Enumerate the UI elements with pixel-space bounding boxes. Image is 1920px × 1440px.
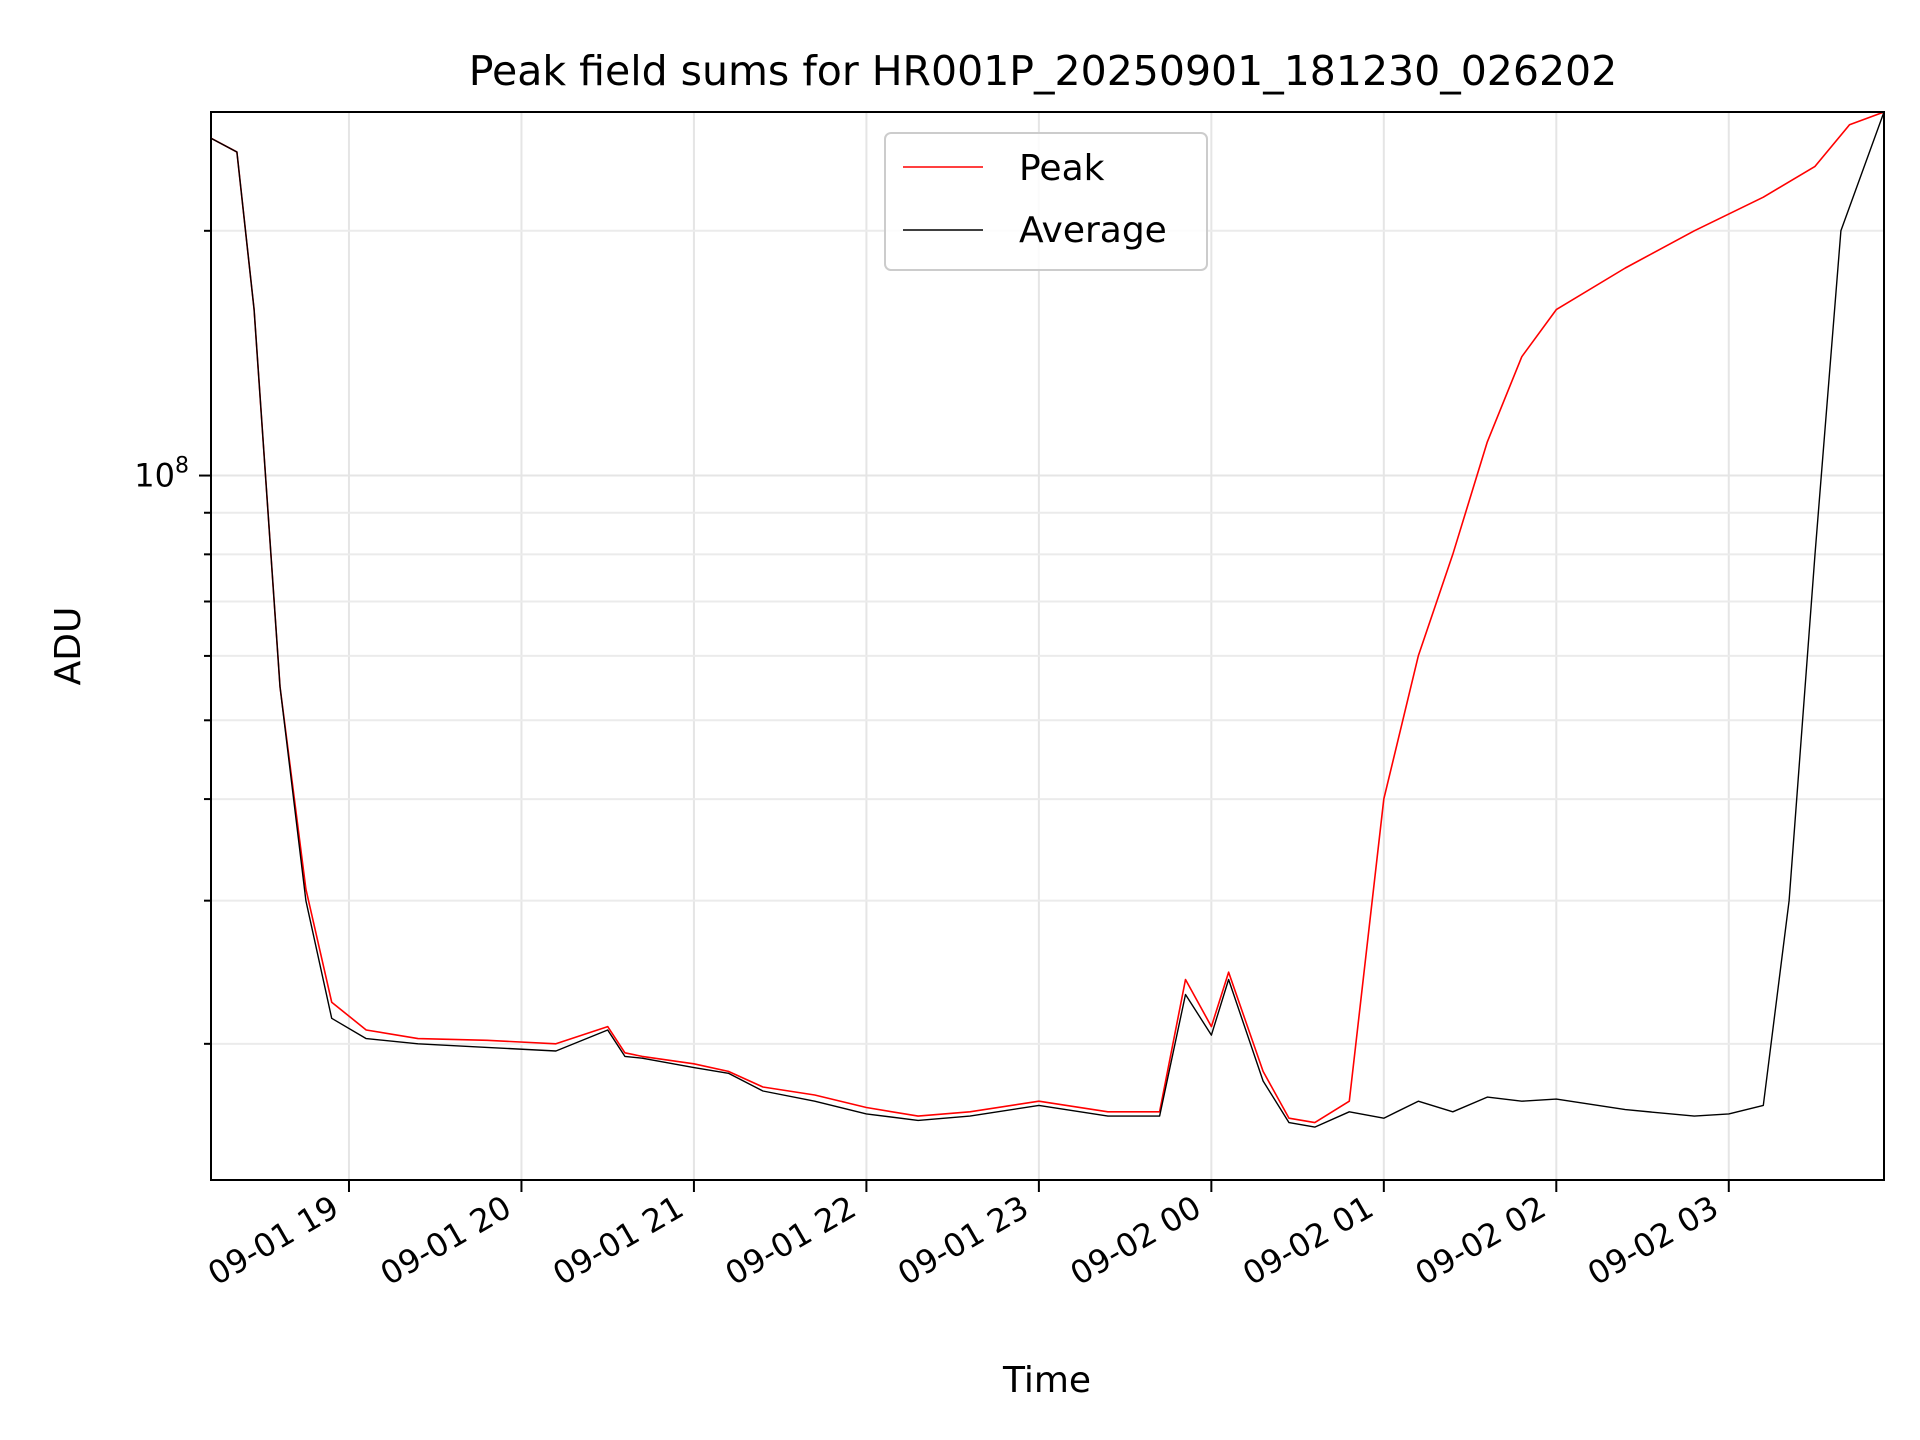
- chart-title: Peak field sums for HR001P_20250901_1812…: [469, 47, 1617, 95]
- series-line-peak: [210, 111, 1885, 1124]
- x-axis-label: Time: [1002, 1360, 1091, 1401]
- series-line-average: [210, 111, 1885, 1128]
- y-axis-label: ADU: [48, 607, 89, 686]
- plot-frame: [210, 111, 1885, 1181]
- legend: Peak Average: [884, 132, 1208, 271]
- legend-label-peak: Peak: [1019, 148, 1105, 189]
- plot-area: [210, 111, 1885, 1128]
- grid: [211, 112, 1884, 1180]
- legend-label-average: Average: [1019, 210, 1167, 251]
- y-tick-label: 108: [134, 454, 189, 495]
